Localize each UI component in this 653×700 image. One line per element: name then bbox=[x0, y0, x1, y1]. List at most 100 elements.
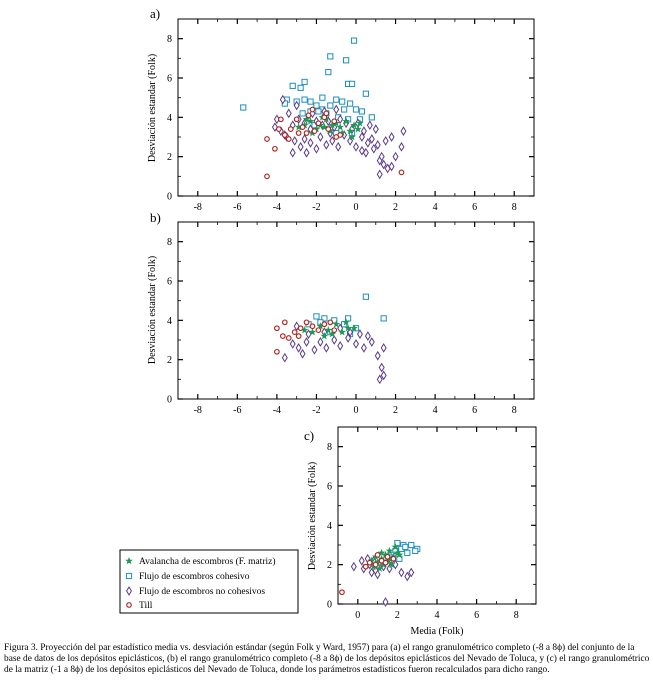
circle-marker bbox=[264, 173, 270, 180]
x-tick-label: -6 bbox=[233, 202, 241, 213]
circle-marker bbox=[305, 112, 312, 119]
square-marker bbox=[313, 313, 320, 320]
legend-item-label: Flujo de escombros cohesivo bbox=[139, 572, 250, 582]
x-tick-label: 6 bbox=[472, 405, 477, 416]
panel-c: c) 0 2 4 6 8 0 2 4 6 8 Desviación estandar (Folk… bbox=[304, 426, 537, 637]
square-marker bbox=[368, 114, 375, 121]
x-tick-label: 4 bbox=[435, 610, 440, 621]
square-marker bbox=[402, 543, 409, 551]
panel-c-points bbox=[339, 539, 421, 607]
circle-marker bbox=[293, 116, 300, 123]
diamond-marker bbox=[366, 120, 373, 130]
y-tick-label: 8 bbox=[167, 34, 172, 45]
diamond-marker bbox=[299, 349, 306, 359]
legend-square-icon bbox=[125, 572, 133, 580]
circle-marker bbox=[285, 335, 292, 341]
diamond-marker bbox=[289, 339, 296, 349]
panel-b-xtick-labels: -8 -6 -4 -2 0 2 4 6 8 bbox=[194, 405, 517, 416]
x-tick-label: 2 bbox=[393, 405, 398, 416]
diamond-marker bbox=[353, 339, 359, 349]
y-tick-label: 0 bbox=[327, 600, 332, 611]
circle-marker bbox=[281, 132, 288, 138]
diamond-marker bbox=[382, 597, 389, 607]
x-tick-label: 4 bbox=[433, 202, 438, 213]
x-tick-label: 2 bbox=[395, 610, 400, 621]
y-tick-label: 8 bbox=[167, 237, 172, 248]
circle-marker bbox=[276, 126, 282, 132]
circle-marker bbox=[274, 325, 280, 332]
legend-item-no-cohesivo: Flujo de escombros no cohesivos bbox=[126, 586, 265, 597]
circle-marker bbox=[374, 551, 381, 558]
square-marker bbox=[301, 78, 308, 86]
panel-c-frame bbox=[337, 426, 537, 605]
diamond-marker bbox=[392, 560, 399, 570]
diamond-marker bbox=[368, 134, 375, 144]
x-tick-label: -2 bbox=[312, 405, 320, 416]
circle-marker bbox=[398, 169, 405, 176]
circle-marker bbox=[287, 126, 294, 132]
y-tick-label: 6 bbox=[327, 482, 332, 493]
figure-3: a) -8 -6 -4 -2 0 2 4 6 8 0 2 4 6 8 Desviación estand… bbox=[119, 6, 537, 637]
legend-box bbox=[119, 549, 299, 614]
diamond-marker bbox=[333, 105, 340, 114]
diamond-marker bbox=[311, 345, 318, 355]
diamond-marker bbox=[295, 343, 302, 353]
diamond-marker bbox=[374, 140, 381, 150]
circle-marker bbox=[264, 136, 270, 142]
square-marker bbox=[319, 94, 326, 101]
diamond-marker bbox=[285, 109, 292, 118]
circle-marker bbox=[295, 130, 302, 136]
diamond-marker bbox=[398, 568, 405, 577]
circle-marker bbox=[279, 333, 286, 339]
panel-b: b) -8 -6 -4 -2 0 2 4 6 8 0 2 4 6 8 Desviación estand… bbox=[147, 210, 535, 416]
circle-marker bbox=[362, 563, 369, 570]
panel-a-label: a) bbox=[150, 6, 160, 21]
circle-marker bbox=[333, 134, 340, 140]
diamond-marker bbox=[380, 160, 387, 169]
circle-marker bbox=[295, 333, 302, 339]
circle-marker bbox=[291, 329, 298, 335]
diamond-marker bbox=[374, 351, 381, 361]
x-tick-label: 8 bbox=[512, 202, 517, 213]
square-marker bbox=[299, 110, 306, 117]
diamond-marker bbox=[353, 142, 359, 152]
panel-c-ticks bbox=[337, 426, 537, 605]
x-tick-label: 0 bbox=[355, 610, 360, 621]
circle-marker bbox=[311, 128, 318, 134]
square-marker bbox=[339, 98, 346, 105]
diamond-marker bbox=[317, 132, 324, 142]
circle-marker bbox=[339, 589, 345, 596]
panel-c-y-axis-label: Desviación estandar (Folk) bbox=[307, 462, 318, 570]
legend-item-label: Flujo de escombros no cohesivos bbox=[139, 587, 265, 597]
circle-marker bbox=[277, 116, 284, 123]
x-tick-label: 2 bbox=[393, 202, 398, 213]
diamond-marker bbox=[350, 562, 357, 572]
diamond-marker bbox=[301, 134, 308, 144]
diamond-marker bbox=[291, 136, 298, 146]
circle-marker bbox=[303, 130, 310, 136]
diamond-marker bbox=[358, 556, 365, 566]
diamond-marker bbox=[323, 140, 330, 150]
panel-c-ytick-labels: 0 2 4 6 8 bbox=[327, 442, 332, 610]
y-tick-label: 2 bbox=[167, 355, 172, 366]
panel-b-ticks bbox=[177, 221, 535, 400]
panel-b-ytick-labels: 0 2 4 6 8 bbox=[167, 237, 172, 405]
square-marker bbox=[350, 37, 358, 44]
diamond-marker bbox=[307, 138, 314, 148]
circle-marker bbox=[299, 124, 306, 131]
square-marker bbox=[352, 106, 360, 113]
legend-item-till: Till bbox=[126, 601, 153, 611]
legend-circle-icon bbox=[126, 602, 132, 608]
circle-marker bbox=[372, 561, 379, 568]
y-tick-label: 6 bbox=[167, 74, 172, 85]
panel-b-frame bbox=[177, 221, 535, 400]
circle-marker bbox=[325, 126, 332, 132]
square-marker bbox=[346, 100, 354, 107]
y-tick-label: 0 bbox=[167, 395, 172, 406]
x-tick-label: -6 bbox=[233, 405, 241, 416]
x-tick-label: -4 bbox=[273, 405, 281, 416]
circle-marker bbox=[327, 319, 334, 326]
y-tick-label: 2 bbox=[167, 152, 172, 163]
square-marker bbox=[362, 90, 369, 97]
square-marker bbox=[327, 102, 334, 109]
